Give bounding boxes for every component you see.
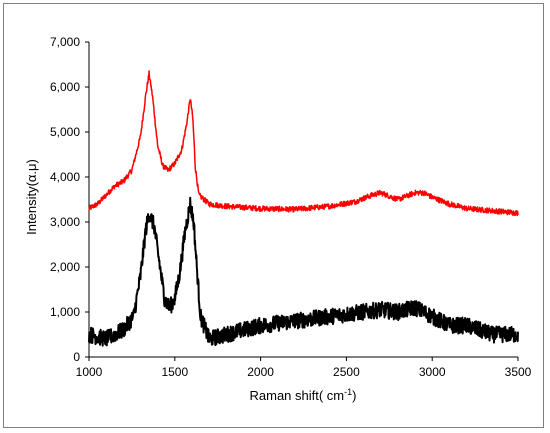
y-tick-label: 3,000 bbox=[50, 215, 80, 229]
y-axis-title: Intensity(α.μ) bbox=[24, 159, 39, 235]
series-line-2 bbox=[88, 196, 519, 347]
plot-area: 0 1,000 2,000 3,000 4,000 5,000 6,000 7,000 1000… bbox=[50, 35, 532, 379]
x-tick-label: 3000 bbox=[419, 365, 446, 379]
x-tick-label: 1000 bbox=[76, 365, 103, 379]
y-tick-label: 4,000 bbox=[50, 170, 80, 184]
y-tick-label: 7,000 bbox=[50, 35, 80, 49]
series-line-1 bbox=[88, 70, 519, 217]
x-tick-label: 2000 bbox=[247, 365, 274, 379]
x-tick-label: 3500 bbox=[505, 365, 532, 379]
y-tick-label: 5,000 bbox=[50, 125, 80, 139]
y-tick-label: 0 bbox=[73, 350, 80, 364]
x-tick-label: 2500 bbox=[333, 365, 360, 379]
y-tick-label: 6,000 bbox=[50, 80, 80, 94]
x-tick-label: 1500 bbox=[161, 365, 188, 379]
y-tick-label: 2,000 bbox=[50, 260, 80, 274]
x-axis-title: Raman shift( cm-1) bbox=[250, 387, 357, 403]
y-tick-label: 1,000 bbox=[50, 305, 80, 319]
